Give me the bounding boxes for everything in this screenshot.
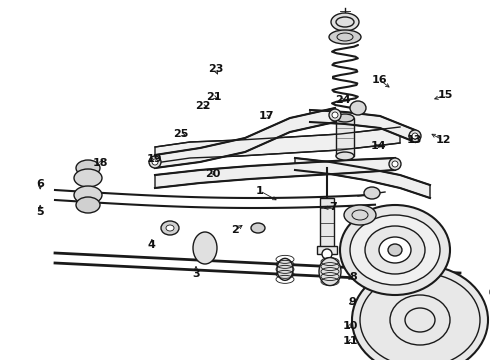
Ellipse shape xyxy=(331,13,359,31)
Text: 17: 17 xyxy=(258,111,274,121)
Text: 2: 2 xyxy=(231,225,239,235)
Ellipse shape xyxy=(329,30,361,44)
Polygon shape xyxy=(155,127,400,163)
Text: 23: 23 xyxy=(208,64,223,75)
Ellipse shape xyxy=(322,249,332,259)
Text: 19: 19 xyxy=(147,154,162,165)
Text: 7: 7 xyxy=(329,202,337,212)
Text: 24: 24 xyxy=(335,95,351,105)
Polygon shape xyxy=(310,110,415,142)
Text: 12: 12 xyxy=(436,135,451,145)
Text: 16: 16 xyxy=(372,75,388,85)
Ellipse shape xyxy=(340,205,450,295)
Text: 13: 13 xyxy=(406,135,422,145)
Ellipse shape xyxy=(76,197,100,213)
Circle shape xyxy=(329,109,341,121)
Text: 9: 9 xyxy=(349,297,357,307)
Ellipse shape xyxy=(364,187,380,199)
Text: 4: 4 xyxy=(148,240,156,250)
Circle shape xyxy=(392,161,398,167)
Ellipse shape xyxy=(193,232,217,264)
Circle shape xyxy=(412,133,418,139)
Ellipse shape xyxy=(319,258,341,285)
Text: 1: 1 xyxy=(256,186,264,196)
Ellipse shape xyxy=(352,265,488,360)
Ellipse shape xyxy=(371,263,389,285)
Ellipse shape xyxy=(161,221,179,235)
Ellipse shape xyxy=(379,237,411,263)
Ellipse shape xyxy=(388,244,402,256)
Circle shape xyxy=(152,159,158,165)
Ellipse shape xyxy=(251,223,265,233)
Text: 25: 25 xyxy=(173,129,189,139)
Text: 18: 18 xyxy=(93,158,108,168)
Bar xyxy=(317,246,337,254)
Bar xyxy=(336,118,354,156)
Polygon shape xyxy=(295,158,430,198)
Circle shape xyxy=(149,156,161,168)
Text: 8: 8 xyxy=(349,272,357,282)
Ellipse shape xyxy=(277,258,293,280)
Ellipse shape xyxy=(166,225,174,231)
Ellipse shape xyxy=(74,169,102,187)
Text: 3: 3 xyxy=(192,269,200,279)
Ellipse shape xyxy=(74,186,102,204)
Polygon shape xyxy=(155,158,395,188)
Text: 6: 6 xyxy=(36,179,44,189)
Text: 20: 20 xyxy=(205,168,221,179)
Ellipse shape xyxy=(344,205,376,225)
Text: 11: 11 xyxy=(343,336,358,346)
Text: 15: 15 xyxy=(437,90,453,100)
Text: 14: 14 xyxy=(371,141,387,151)
Bar xyxy=(320,198,334,248)
Text: 5: 5 xyxy=(36,207,44,217)
Text: 10: 10 xyxy=(343,321,358,331)
Polygon shape xyxy=(155,108,335,168)
Ellipse shape xyxy=(350,101,366,115)
Text: 21: 21 xyxy=(206,92,222,102)
Circle shape xyxy=(332,112,338,118)
Ellipse shape xyxy=(336,114,354,122)
Circle shape xyxy=(409,130,421,142)
Circle shape xyxy=(389,158,401,170)
Text: 22: 22 xyxy=(196,101,211,111)
Ellipse shape xyxy=(365,226,425,274)
Ellipse shape xyxy=(336,152,354,160)
Ellipse shape xyxy=(350,215,440,285)
Ellipse shape xyxy=(76,160,100,176)
